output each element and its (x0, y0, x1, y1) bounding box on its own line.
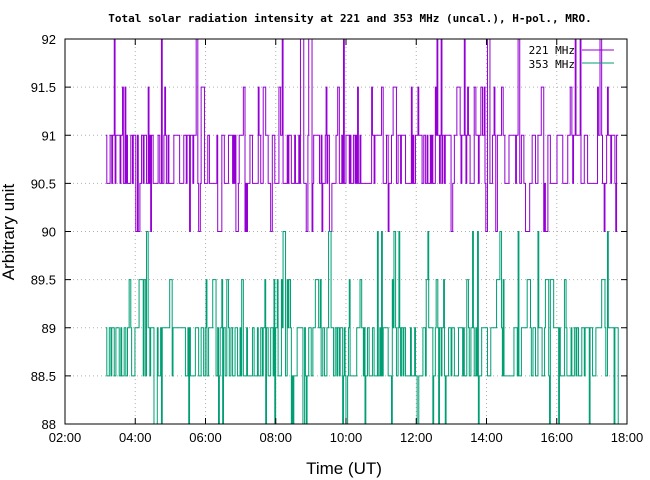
series-221-mhz (105, 38, 619, 232)
legend-label-221: 221 MHz (529, 44, 575, 57)
y-tick-label: 88 (42, 417, 56, 432)
series-353-mhz (105, 231, 619, 425)
y-tick-label: 91.5 (31, 80, 56, 95)
series-line (105, 231, 619, 425)
y-axis-label: Arbitrary unit (0, 184, 18, 281)
y-tick-label: 91 (42, 128, 56, 143)
x-tick-label: 18:00 (611, 430, 644, 445)
x-tick-label: 04:00 (119, 430, 152, 445)
x-axis-ticks: 02:00 04:00 06:00 08:00 10:00 12:00 14:00 16:00… (49, 39, 644, 445)
y-tick-label: 89.5 (31, 273, 56, 288)
y-tick-label: 89 (42, 321, 56, 336)
y-tick-label: 90.5 (31, 176, 56, 191)
x-tick-label: 02:00 (49, 430, 82, 445)
x-axis-label: Time (UT) (306, 459, 382, 478)
y-axis-ticks: 88 88.5 89 89.5 90 90.5 91 91.5 92 (31, 32, 627, 432)
chart-title: Total solar radiation intensity at 221 a… (108, 12, 591, 25)
x-tick-label: 14:00 (470, 430, 503, 445)
x-tick-label: 08:00 (259, 430, 292, 445)
x-tick-label: 12:00 (400, 430, 433, 445)
y-tick-label: 90 (42, 225, 56, 240)
x-tick-label: 16:00 (540, 430, 573, 445)
x-tick-label: 10:00 (330, 430, 363, 445)
y-tick-label: 88.5 (31, 369, 56, 384)
series-line (105, 38, 619, 232)
legend-label-353: 353 MHz (529, 58, 575, 71)
legend: 221 MHz 353 MHz (529, 44, 614, 71)
y-tick-label: 92 (42, 32, 56, 47)
x-tick-label: 06:00 (189, 430, 222, 445)
